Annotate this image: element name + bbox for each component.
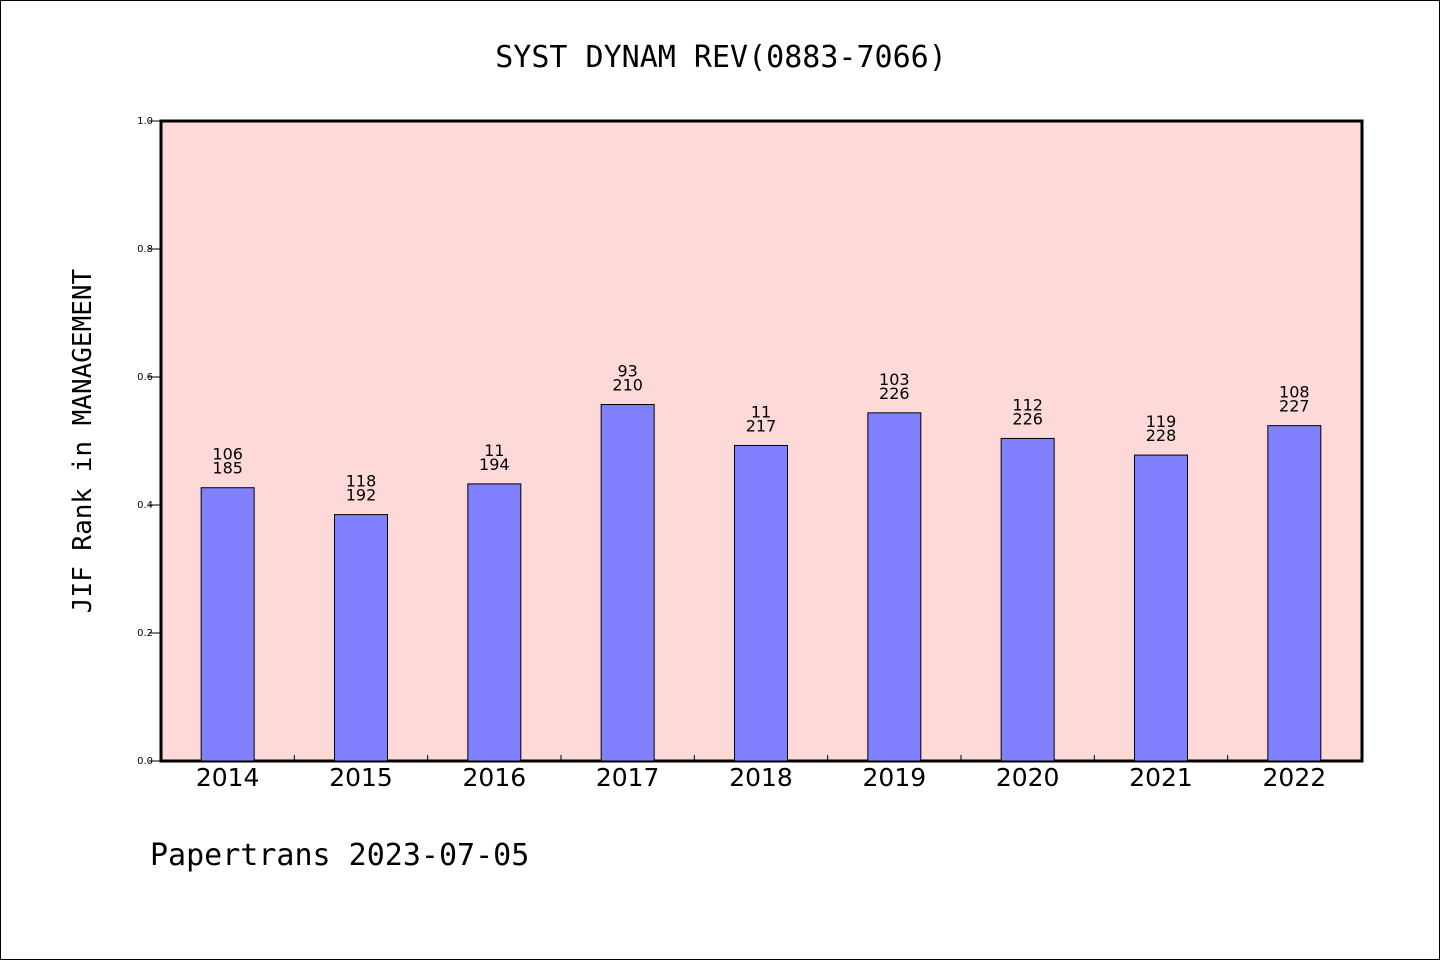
y-tick-label: 0.6 <box>137 372 153 383</box>
bar-2019 <box>867 412 922 762</box>
bar-total-label: 226 <box>1012 409 1043 428</box>
bar-total-label: 192 <box>346 486 377 505</box>
bar-rank-label: 103 <box>879 370 910 389</box>
bar-total-label: 226 <box>879 384 910 403</box>
bar-2022 <box>1267 425 1322 762</box>
x-tick-label: 2015 <box>329 763 393 792</box>
bar-2020 <box>1000 437 1055 762</box>
bar-2017 <box>600 404 655 762</box>
bar-rank-label: 119 <box>1146 412 1177 431</box>
chart-title: SYST DYNAM REV(0883-7066) <box>495 40 947 75</box>
y-tick-label: 0.0 <box>137 756 153 767</box>
bar-2015 <box>334 514 388 762</box>
bar-2016 <box>467 483 522 762</box>
x-tick-label: 2021 <box>1129 763 1193 792</box>
bar-rank-label: 118 <box>346 472 377 491</box>
bar-rank-label: 112 <box>1012 395 1043 414</box>
bar-total-label: 217 <box>746 416 777 435</box>
x-tick-label: 2014 <box>196 763 260 792</box>
bar-rank-label: 93 <box>617 362 637 381</box>
bar-total-label: 227 <box>1279 397 1310 416</box>
y-tick-label: 0.8 <box>137 244 153 255</box>
bar-2018 <box>734 444 788 762</box>
bar-total-label: 185 <box>212 459 243 478</box>
footer-credit: Papertrans 2023-07-05 <box>150 838 529 873</box>
bar-rank-label: 108 <box>1279 383 1310 402</box>
x-tick-label: 2019 <box>863 763 927 792</box>
bar-rank-label: 106 <box>212 445 243 464</box>
x-tick-label: 2017 <box>596 763 660 792</box>
y-tick-label: 0.2 <box>137 628 153 639</box>
y-axis-label: JIF Rank in MANAGEMENT <box>68 268 98 613</box>
y-tick-label: 1.0 <box>137 116 153 127</box>
bar-rank-label: 11 <box>484 441 504 460</box>
bar-total-label: 228 <box>1146 426 1177 445</box>
y-axis: 0.0 0.2 0.4 0.6 0.8 1.0 <box>137 116 161 767</box>
x-tick-label: 2018 <box>729 763 793 792</box>
x-axis: 2014 2015 2016 2017 2018 2019 2020 2021 2022 <box>196 755 1326 792</box>
bar-total-label: 210 <box>612 376 643 395</box>
x-tick-label: 2022 <box>1263 763 1327 792</box>
bar-2014 <box>200 487 255 762</box>
bar-total-label: 194 <box>479 455 510 474</box>
x-tick-label: 2016 <box>463 763 527 792</box>
bar-rank-label: 11 <box>751 402 771 421</box>
bar-2021 <box>1134 454 1188 762</box>
y-tick-label: 0.4 <box>137 500 153 511</box>
x-tick-label: 2020 <box>996 763 1060 792</box>
